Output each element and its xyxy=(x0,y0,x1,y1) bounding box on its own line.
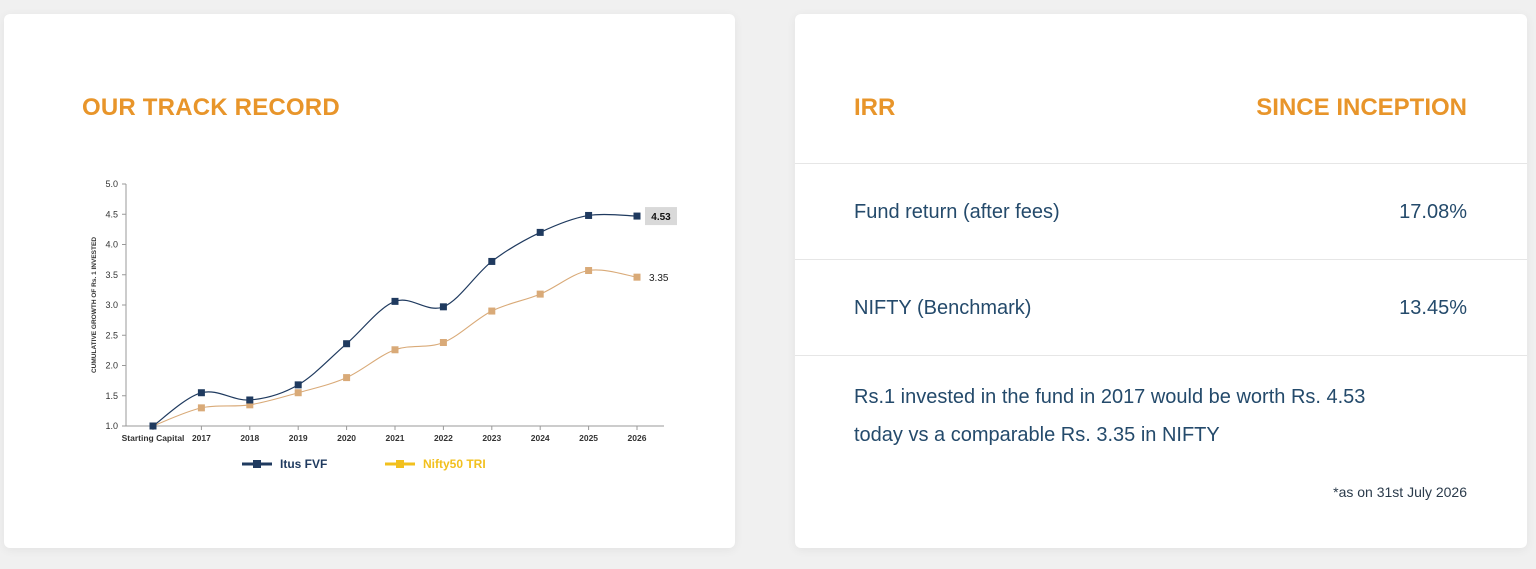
x-tick-label: 2020 xyxy=(337,433,356,443)
nifty-end-label: 3.35 xyxy=(649,273,669,284)
itus-fvf-legend-label: Itus FVF xyxy=(280,457,327,471)
itus-fvf-point xyxy=(439,303,447,311)
itus-fvf-point xyxy=(536,228,544,236)
x-tick-label: 2022 xyxy=(434,433,453,443)
nifty50-tri-point xyxy=(585,267,593,275)
nifty50-tri-point xyxy=(343,374,351,382)
x-tick-label: 2017 xyxy=(192,433,211,443)
itus-fvf-legend-marker xyxy=(253,460,261,468)
x-tick-label: 2024 xyxy=(531,433,550,443)
x-tick-label: 2019 xyxy=(289,433,308,443)
nifty50-tri-point xyxy=(197,404,205,412)
nifty-return-label: NIFTY (Benchmark) xyxy=(854,297,1032,319)
nifty50-tri-point xyxy=(391,346,399,354)
divider xyxy=(795,355,1527,356)
y-tick-label: 3.0 xyxy=(105,300,118,310)
track-record-title: OUR TRACK RECORD xyxy=(82,94,340,121)
y-tick-label: 1.0 xyxy=(105,421,118,431)
itus-fvf-point xyxy=(246,396,254,404)
y-tick-label: 2.0 xyxy=(105,361,118,371)
nifty50-tri-legend-marker xyxy=(396,460,404,468)
summary-text: Rs.1 invested in the fund in 2017 would … xyxy=(854,378,1454,454)
x-tick-label: 2023 xyxy=(482,433,501,443)
nifty50-tri-point xyxy=(294,389,302,397)
nifty-return-value: 13.45% xyxy=(1399,297,1467,319)
itus-fvf-point xyxy=(294,381,302,389)
itus-fvf-point xyxy=(391,297,399,305)
x-tick-label: 2021 xyxy=(386,433,405,443)
itus-fvf-point xyxy=(149,422,157,430)
itus-fvf-point xyxy=(488,257,496,265)
itus-fvf-point xyxy=(585,211,593,219)
itus-end-label: 4.53 xyxy=(651,212,671,223)
x-tick-label: Starting Capital xyxy=(122,433,185,443)
nifty50-tri-point xyxy=(536,290,544,298)
y-axis-label: CUMULATIVE GROWTH OF Rs. 1 INVESTED xyxy=(91,237,98,373)
y-tick-label: 1.5 xyxy=(105,391,118,401)
since-inception-heading: SINCE INCEPTION xyxy=(1256,94,1467,121)
y-tick-label: 3.5 xyxy=(105,270,118,280)
y-tick-label: 4.5 xyxy=(105,209,118,219)
irr-card: IRR SINCE INCEPTION Fund return (after f… xyxy=(795,14,1527,548)
nifty50-tri-point xyxy=(633,273,641,281)
itus-fvf-line xyxy=(152,213,638,427)
y-tick-label: 4.0 xyxy=(105,240,118,250)
footnote: *as on 31st July 2026 xyxy=(1333,484,1467,500)
irr-heading: IRR xyxy=(854,94,896,121)
nifty50-tri-legend-label: Nifty50 TRI xyxy=(423,457,486,471)
itus-fvf-point xyxy=(197,389,205,397)
nifty50-tri-point xyxy=(439,339,447,347)
fund-return-label: Fund return (after fees) xyxy=(854,201,1060,223)
nifty50-tri-point xyxy=(488,307,496,315)
itus-fvf-point xyxy=(633,212,641,220)
nifty50-tri-point xyxy=(246,401,254,409)
y-tick-label: 2.5 xyxy=(105,330,118,340)
x-tick-label: 2026 xyxy=(628,433,647,443)
x-tick-label: 2025 xyxy=(579,433,598,443)
y-tick-label: 5.0 xyxy=(105,179,118,189)
divider xyxy=(795,259,1527,260)
itus-fvf-point xyxy=(343,340,351,348)
track-record-card: OUR TRACK RECORD 1.0 1.5 2.0 2.5 3.0 3.5 4.0 4.… xyxy=(4,14,735,548)
x-tick-label: 2018 xyxy=(240,433,259,443)
end-label-box xyxy=(645,207,677,226)
summary-line: Rs.1 invested in the fund in 2017 would … xyxy=(854,386,1366,408)
track-record-chart: 1.0 1.5 2.0 2.5 3.0 3.5 4.0 4.5 5.0 Starting Capi… xyxy=(91,179,677,471)
summary-line: today vs a comparable Rs. 3.35 in NIFTY xyxy=(854,424,1220,446)
fund-return-value: 17.08% xyxy=(1399,201,1467,223)
divider xyxy=(795,163,1527,164)
